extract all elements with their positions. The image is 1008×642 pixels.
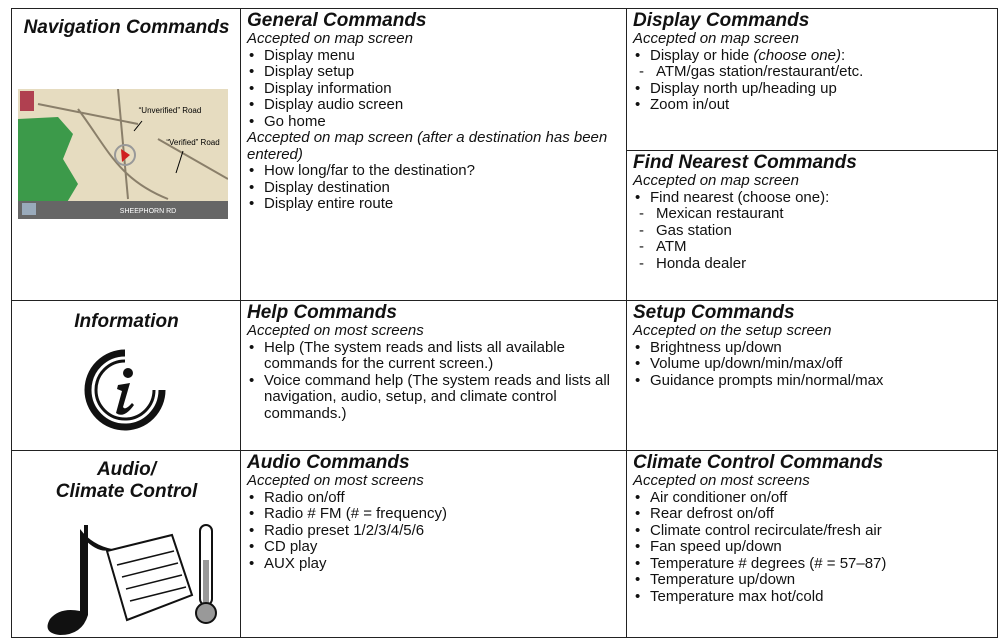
map-label: “Verified” Road [166, 138, 219, 147]
bullet-item: Help (The system reads and lists all ava… [247, 339, 620, 373]
block-title: Find Nearest Commands [633, 152, 857, 173]
bullet-item: Display destination [247, 179, 620, 197]
bullet-item: Temperature up/down [633, 571, 991, 589]
sub-item: Honda dealer [639, 255, 991, 273]
bullet-item: Fan speed up/down [633, 538, 991, 556]
accepted-note: Accepted on map screen [247, 30, 413, 47]
sub-item: Mexican restaurant [639, 205, 991, 223]
bullet-item: Display setup [247, 63, 620, 81]
bullet-item: Radio preset 1/2/3/4/5/6 [247, 522, 620, 540]
sub-item: ATM/gas station/restaurant/etc. [639, 63, 991, 81]
block-title: Climate Control Commands [633, 452, 884, 473]
map-street: SHEEPHORN RD [120, 208, 176, 215]
block: Find Nearest Commands Accepted on map scr… [627, 151, 997, 274]
row-label: Navigation Commands [23, 17, 230, 38]
bullet-item: Temperature max hot/cold [633, 588, 991, 606]
bullet-item: Go home [247, 113, 620, 131]
block: Climate Control Commands Accepted on most… [627, 451, 997, 607]
accepted-note: Accepted on most screens [633, 472, 810, 489]
bullet-item: Temperature # degrees (# = 57–87) [633, 555, 991, 573]
bullet-item: Guidance prompts min/normal/max [633, 372, 991, 390]
cell: Climate Control Commands Accepted on most… [626, 450, 998, 638]
bullet-item: Voice command help (The system reads and… [247, 372, 620, 423]
sub-item: Gas station [639, 222, 991, 240]
cell: Find Nearest Commands Accepted on map scr… [626, 150, 998, 301]
bullet-item: Display north up/heading up [633, 80, 991, 98]
bullet-item: Radio on/off [247, 489, 620, 507]
item-text: Display or hide [650, 46, 750, 64]
block-title: Setup Commands [633, 302, 795, 323]
block-title: Help Commands [247, 302, 397, 323]
item-suffix: : [840, 46, 846, 64]
item-text: Find nearest (choose one): [650, 188, 830, 206]
bullet-item: How long/far to the destination? [247, 162, 620, 180]
bullet-item: Zoom in/out [633, 96, 991, 114]
map-image: SHEEPHORN RD “Unverified” Road “Verified… [18, 89, 228, 219]
bullet-item: Display or hide (choose one): [633, 46, 991, 65]
map-label: “Unverified” Road [139, 106, 202, 115]
accepted-note: Accepted on map screen [633, 172, 799, 189]
sub-item: ATM [639, 238, 991, 256]
cell: Information [11, 300, 241, 451]
bullet-item: Display entire route [247, 195, 620, 213]
accepted-note: Accepted on map screen (after a destinat… [247, 129, 608, 163]
block-title: Audio Commands [247, 452, 410, 473]
cell: Navigation Commands SHEEPHORN RD “Unveri… [11, 8, 241, 301]
block-title: Display Commands [633, 10, 810, 31]
bullet-item: Radio # FM (# = frequency) [247, 505, 620, 523]
accepted-note: Accepted on map screen [633, 30, 799, 47]
bullet-item: CD play [247, 538, 620, 556]
info-icon [84, 349, 166, 431]
cell: Setup Commands Accepted on the setup scre… [626, 300, 998, 451]
row-label: Information [74, 311, 179, 332]
accepted-note: Accepted on the setup screen [633, 322, 832, 339]
bullet-item: Rear defrost on/off [633, 505, 991, 523]
bullet-item: Volume up/down/min/max/off [633, 355, 991, 373]
bullet-item: Air conditioner on/off [633, 489, 991, 507]
row-label: Audio/ Climate Control [55, 459, 198, 502]
block: Setup Commands Accepted on the setup scre… [627, 301, 997, 391]
audio-climate-icon [47, 524, 217, 635]
bullet-item: Display audio screen [247, 96, 620, 114]
bullet-item: AUX play [247, 555, 620, 573]
bullet-item: Display information [247, 80, 620, 98]
bullet-item: Find nearest (choose one): [633, 188, 991, 207]
bullet-item: Display menu [247, 47, 620, 65]
bullet-item: Climate control recirculate/fresh air [633, 522, 991, 540]
accepted-note: Accepted on most screens [247, 322, 424, 339]
item-note: (choose one) [753, 46, 841, 64]
bullet-item: Brightness up/down [633, 339, 991, 357]
accepted-note: Accepted on most screens [247, 472, 424, 489]
cell: Audio/ Climate Control [11, 450, 241, 638]
block-title: General Commands [247, 10, 427, 31]
